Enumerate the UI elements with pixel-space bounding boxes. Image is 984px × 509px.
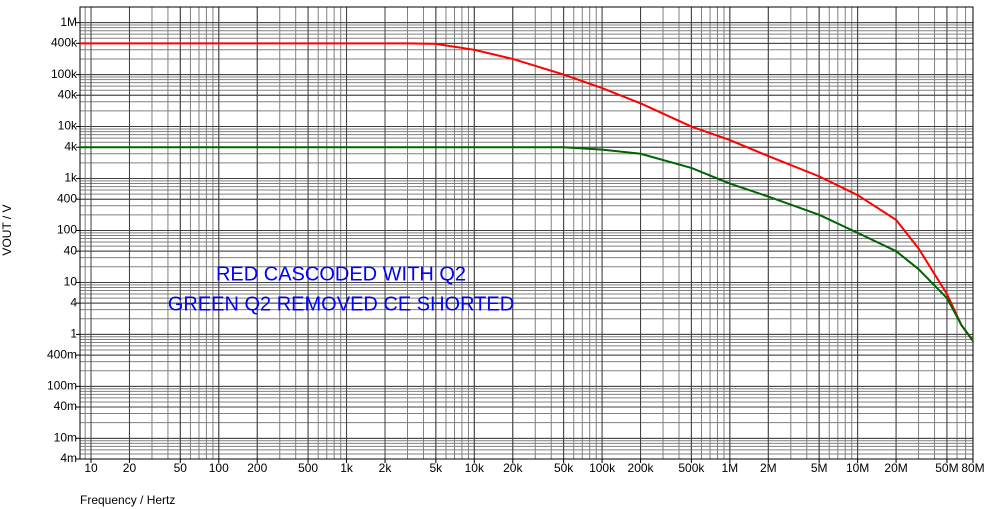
y-tick-label: 10m (54, 430, 77, 444)
y-tick-label: 40m (54, 399, 77, 413)
series-line (80, 42, 974, 342)
x-tick-label: 50 (174, 461, 188, 475)
y-tick-label: 1M (60, 15, 77, 29)
x-tick-label: 100 (209, 461, 229, 475)
annotation: RED CASCODED WITH Q2 (216, 263, 466, 285)
y-tick-label: 400 (57, 191, 77, 205)
x-tick-label: 5k (430, 461, 444, 475)
y-tick-label: 4m (60, 451, 77, 465)
y-tick-label: 400m (47, 347, 77, 361)
x-tick-label: 200k (628, 461, 655, 475)
x-tick-label: 10M (846, 461, 869, 475)
y-tick-label: 1 (70, 327, 77, 341)
y-tick-label: 4 (70, 295, 77, 309)
y-tick-label: 40 (64, 243, 78, 257)
series-line (80, 146, 974, 342)
y-tick-label: 40k (58, 87, 78, 101)
x-tick-label: 10k (465, 461, 485, 475)
x-tick-label: 80M (961, 461, 984, 475)
y-tick-label: 10 (64, 275, 78, 289)
x-tick-label: 1k (340, 461, 354, 475)
x-tick-label: 5M (811, 461, 828, 475)
y-tick-label: 100m (47, 379, 77, 393)
x-tick-label: 20 (123, 461, 137, 475)
annotation: GREEN Q2 REMOVED CE SHORTED (168, 293, 514, 315)
x-tick-label: 50k (554, 461, 574, 475)
x-tick-label: 200 (247, 461, 267, 475)
plot-frame (79, 6, 974, 460)
y-axis-label: VOUT / V (0, 204, 14, 255)
x-tick-label: 500k (678, 461, 705, 475)
x-tick-label: 20M (884, 461, 907, 475)
x-tick-label: 10 (84, 461, 98, 475)
x-tick-label: 2k (379, 461, 393, 475)
x-tick-label: 1M (722, 461, 739, 475)
y-tick-label: 4k (64, 139, 78, 153)
x-tick-label: 100k (589, 461, 616, 475)
x-tick-label: 20k (503, 461, 523, 475)
y-tick-label: 1k (64, 171, 78, 185)
x-tick-label: 2M (760, 461, 777, 475)
y-tick-label: 100 (57, 223, 77, 237)
y-tick-label: 400k (51, 35, 78, 49)
y-tick-label: 100k (51, 67, 78, 81)
x-tick-label: 50M (935, 461, 958, 475)
x-axis-label: Frequency / Hertz (80, 493, 175, 507)
x-tick-label: 500 (298, 461, 318, 475)
y-tick-label: 10k (58, 119, 78, 133)
